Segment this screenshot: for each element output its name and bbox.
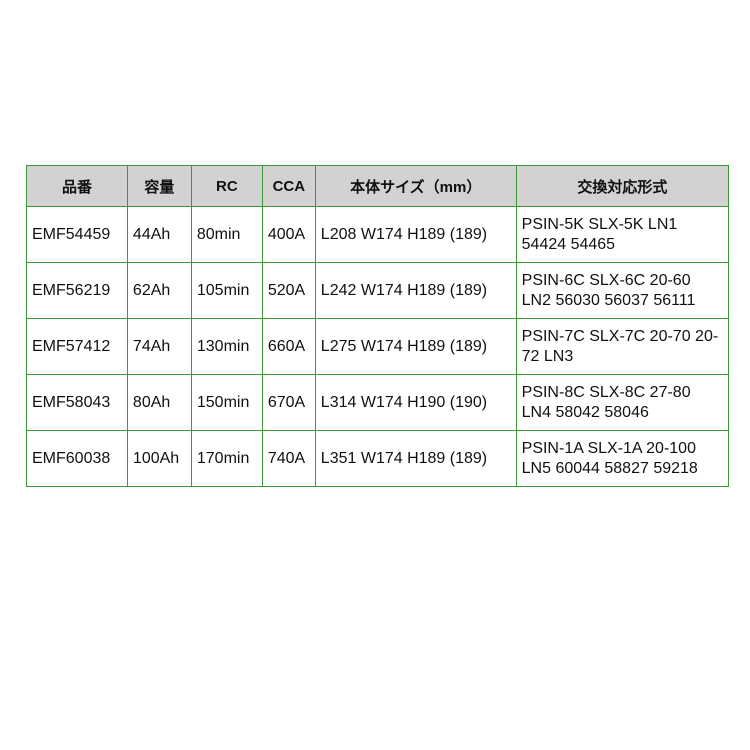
cell-cca: 400A bbox=[261, 206, 316, 263]
cell-size: L275 W174 H189 (189) bbox=[314, 318, 517, 375]
cell-capacity: 44Ah bbox=[126, 206, 192, 263]
cell-capacity: 62Ah bbox=[126, 262, 192, 319]
cell-compatible: PSIN-7C SLX-7C 20-70 20-72 LN3 bbox=[515, 318, 730, 375]
cell-cca: 670A bbox=[261, 374, 316, 431]
cell-size: L314 W174 H190 (190) bbox=[314, 374, 517, 431]
cell-rc: 170min bbox=[190, 430, 263, 487]
cell-rc: 80min bbox=[190, 206, 263, 263]
cell-size: L242 W174 H189 (189) bbox=[314, 262, 517, 319]
table-row: EMF56219 62Ah 105min 520A L242 W174 H189 (18… bbox=[26, 262, 730, 319]
cell-part-number: EMF60038 bbox=[26, 430, 128, 487]
header-part-number: 品番 bbox=[26, 165, 128, 207]
cell-compatible: PSIN-6C SLX-6C 20-60 LN2 56030 56037 561… bbox=[515, 262, 730, 319]
header-compatible: 交換対応形式 bbox=[515, 165, 730, 207]
cell-size: L351 W174 H189 (189) bbox=[314, 430, 517, 487]
cell-cca: 660A bbox=[261, 318, 316, 375]
cell-capacity: 74Ah bbox=[126, 318, 192, 375]
table-row: EMF54459 44Ah 80min 400A L208 W174 H189 (189… bbox=[26, 206, 730, 263]
table-row: EMF57412 74Ah 130min 660A L275 W174 H189 (18… bbox=[26, 318, 730, 375]
header-cca: CCA bbox=[261, 165, 316, 207]
cell-compatible: PSIN-8C SLX-8C 27-80 LN4 58042 58046 bbox=[515, 374, 730, 431]
cell-cca: 520A bbox=[261, 262, 316, 319]
cell-part-number: EMF58043 bbox=[26, 374, 128, 431]
cell-size: L208 W174 H189 (189) bbox=[314, 206, 517, 263]
cell-compatible: PSIN-1A SLX-1A 20-100 LN5 60044 58827 59… bbox=[515, 430, 730, 487]
cell-rc: 150min bbox=[190, 374, 263, 431]
battery-spec-table: 品番 容量 RC CCA 本体サイズ（mm） 交換対応形式 EMF54459 44… bbox=[26, 165, 730, 487]
table-row: EMF60038 100Ah 170min 740A L351 W174 H189 (1… bbox=[26, 430, 730, 487]
cell-rc: 130min bbox=[190, 318, 263, 375]
header-size: 本体サイズ（mm） bbox=[314, 165, 517, 207]
cell-capacity: 80Ah bbox=[126, 374, 192, 431]
header-capacity: 容量 bbox=[126, 165, 192, 207]
cell-rc: 105min bbox=[190, 262, 263, 319]
cell-capacity: 100Ah bbox=[126, 430, 192, 487]
cell-part-number: EMF57412 bbox=[26, 318, 128, 375]
cell-compatible: PSIN-5K SLX-5K LN1 54424 54465 bbox=[515, 206, 730, 263]
cell-part-number: EMF54459 bbox=[26, 206, 128, 263]
cell-part-number: EMF56219 bbox=[26, 262, 128, 319]
table-row: EMF58043 80Ah 150min 670A L314 W174 H190 (19… bbox=[26, 374, 730, 431]
header-rc: RC bbox=[190, 165, 263, 207]
cell-cca: 740A bbox=[261, 430, 316, 487]
header-row: 品番 容量 RC CCA 本体サイズ（mm） 交換対応形式 bbox=[26, 165, 730, 207]
